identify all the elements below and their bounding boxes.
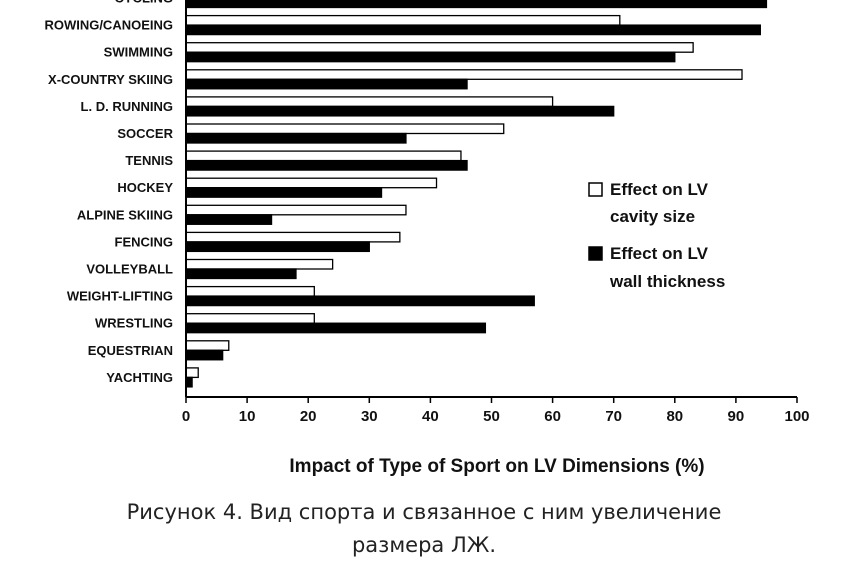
category-label: ROWING/CANOEING [44, 18, 173, 33]
legend-label-cavity-line1: Effect on LV [610, 180, 709, 199]
legend-label-wall-line2: wall thickness [609, 272, 725, 291]
bar-cavity-size [185, 123, 505, 135]
category-label: ALPINE SKIING [77, 207, 173, 222]
bar-wall-thickness [185, 159, 468, 171]
bar-wall-thickness [185, 132, 407, 144]
x-tick-label: 90 [728, 408, 745, 425]
category-label: TENNIS [125, 153, 173, 168]
x-tick-label: 60 [544, 408, 561, 425]
x-tick-label: 40 [422, 408, 439, 425]
bar-cavity-size [185, 96, 554, 108]
bar-wall-thickness [185, 214, 273, 225]
category-labels: CYCLING ROWING/CANOEING SWIMMING X-COUNTRY … [44, 0, 173, 385]
bar-cavity-size [185, 150, 462, 162]
x-tick-label: 70 [605, 408, 622, 425]
figure-caption-line-1: Рисунок 4. Вид спорта и связанное с ним … [126, 500, 722, 524]
category-label: WRESTLING [95, 316, 173, 331]
x-tick-label: 100 [784, 408, 809, 425]
bar-wall-thickness [185, 78, 468, 90]
x-axis-title: Impact of Type of Sport on LV Dimensions… [289, 456, 704, 477]
x-tick-label: 0 [182, 408, 190, 425]
legend-label-wall-line1: Effect on LV [610, 244, 709, 263]
bar-wall-thickness [185, 322, 487, 334]
legend: Effect on LV cavity size Effect on LV wa… [588, 180, 725, 291]
bar-cavity-size [185, 285, 315, 297]
category-label: L. D. RUNNING [81, 99, 173, 114]
bar-wall-thickness [185, 268, 297, 280]
bar-wall-thickness [185, 349, 224, 361]
category-label: HOCKEY [117, 180, 173, 195]
bar-cavity-size [185, 231, 401, 243]
bar-cavity-size [185, 42, 694, 53]
category-label: EQUESTRIAN [88, 343, 173, 358]
category-label: VOLLEYBALL [86, 262, 173, 277]
bar-wall-thickness [185, 51, 676, 63]
bar-wall-thickness [185, 187, 383, 198]
bar-cavity-size [185, 177, 438, 189]
bar-cavity-size [185, 258, 334, 270]
bar-cavity-size [185, 340, 230, 351]
bar-cavity-size [185, 367, 199, 379]
legend-swatch-cavity [588, 182, 603, 197]
category-label: WEIGHT-LIFTING [67, 289, 173, 304]
category-label: YACHTING [106, 370, 173, 385]
legend-label-cavity-line2: cavity size [610, 207, 695, 226]
bar-cavity-size [185, 14, 621, 26]
bar-cavity-size [185, 204, 407, 216]
x-axis: 0 10 20 30 40 50 60 70 80 90 100 [182, 0, 810, 425]
x-tick-label: 50 [483, 408, 500, 425]
x-tick-label: 10 [239, 408, 256, 425]
bars-layer [185, 0, 768, 388]
x-tick-label: 20 [300, 408, 317, 425]
figure-caption-line-2: размера ЛЖ. [351, 533, 497, 557]
bar-wall-thickness [185, 105, 615, 117]
legend-swatch-wall [588, 246, 603, 261]
category-label: SWIMMING [104, 45, 173, 60]
bar-chart: 0 10 20 30 40 50 60 70 80 90 100 CYCLING ROWING/CAN… [44, 0, 810, 477]
category-label: X-COUNTRY SKIING [48, 72, 173, 87]
x-tick-label: 80 [666, 408, 683, 425]
bar-cavity-size [185, 313, 315, 324]
bar-cavity-size [185, 69, 743, 80]
x-tick-label: 30 [361, 408, 378, 425]
bar-wall-thickness [185, 241, 370, 253]
category-label: FENCING [115, 234, 174, 249]
category-label: CYCLING [115, 0, 174, 6]
bar-wall-thickness [185, 24, 761, 36]
bar-wall-thickness [185, 295, 535, 307]
category-label: SOCCER [117, 126, 173, 141]
bar-wall-thickness [185, 0, 768, 9]
